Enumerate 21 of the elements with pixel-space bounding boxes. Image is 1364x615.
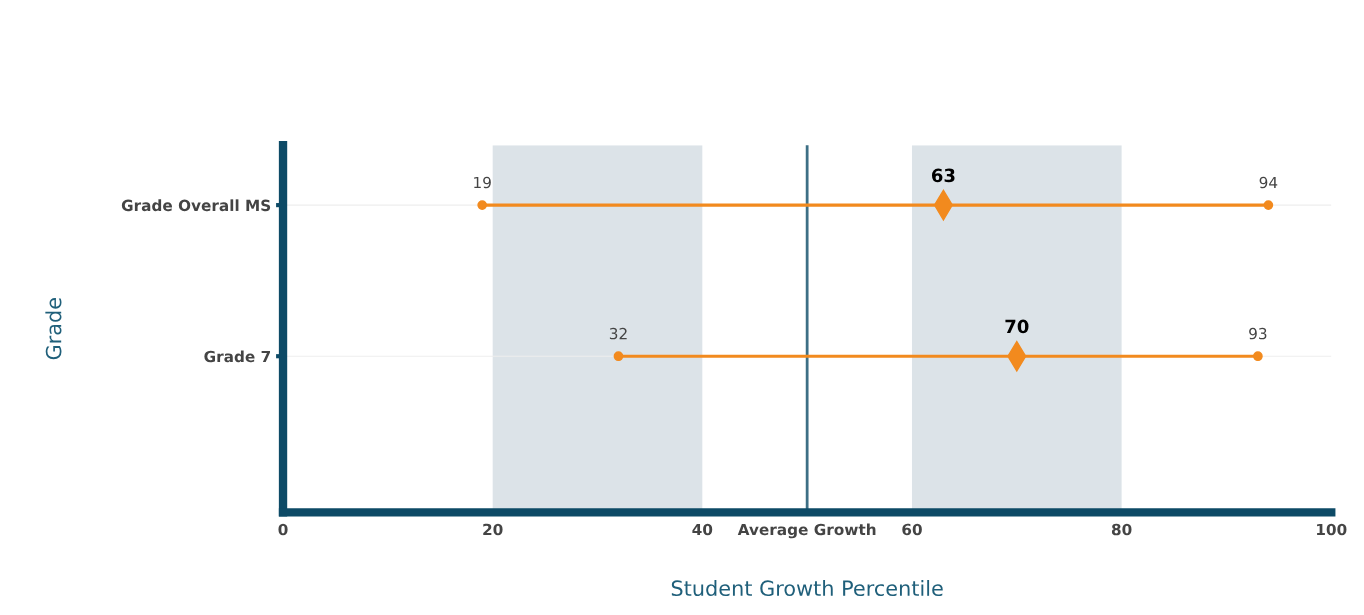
data-label: 70 xyxy=(1005,319,1029,334)
x-tick-label: 20 xyxy=(483,523,503,536)
data-label: 63 xyxy=(931,168,955,183)
data-label: 94 xyxy=(1259,176,1278,189)
y-tick-label: Grade 7 xyxy=(204,350,271,363)
x-tick-label: 60 xyxy=(902,523,922,536)
point xyxy=(613,351,624,362)
point xyxy=(477,200,488,210)
y-tick-label: Grade Overall MS xyxy=(121,199,271,212)
x-axis-title: Student Growth Percentile xyxy=(671,579,943,597)
point xyxy=(1253,351,1263,362)
data-label: 19 xyxy=(474,176,491,189)
x-tick-label: 100 xyxy=(1317,523,1347,536)
x-tick-label: 0 xyxy=(278,523,288,536)
y-axis-title: Grade xyxy=(45,298,62,360)
x-tick-label: 40 xyxy=(692,523,713,536)
data-label: 93 xyxy=(1249,327,1267,340)
x-tick-label: 80 xyxy=(1111,523,1132,536)
x-tick-label: Average Growth xyxy=(737,523,876,539)
data-label: 32 xyxy=(609,327,627,340)
point xyxy=(1263,200,1274,210)
